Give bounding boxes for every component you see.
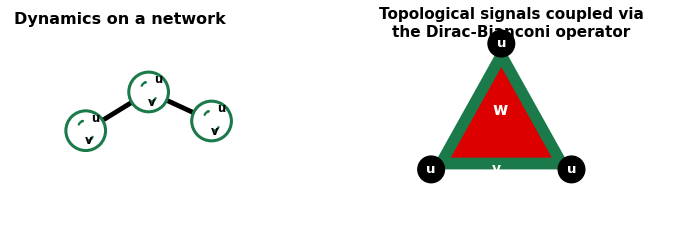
FancyArrowPatch shape	[152, 98, 155, 102]
Polygon shape	[431, 44, 571, 169]
FancyArrowPatch shape	[204, 111, 209, 115]
Polygon shape	[451, 67, 552, 158]
Circle shape	[192, 101, 232, 141]
Text: v: v	[148, 96, 155, 108]
Text: u: u	[567, 163, 576, 176]
Text: v: v	[534, 93, 543, 107]
Circle shape	[418, 156, 444, 183]
Text: Topological signals coupled via
the Dirac-Bianconi operator: Topological signals coupled via the Dira…	[379, 7, 643, 40]
Circle shape	[558, 156, 584, 183]
Text: u: u	[496, 37, 506, 50]
Text: w: w	[492, 101, 508, 119]
Text: v: v	[492, 162, 501, 176]
Circle shape	[66, 111, 106, 151]
Text: v: v	[85, 134, 92, 147]
Circle shape	[129, 72, 169, 112]
Text: Dynamics on a network: Dynamics on a network	[14, 12, 225, 27]
Text: u: u	[217, 102, 225, 115]
Text: v: v	[211, 125, 218, 137]
FancyArrowPatch shape	[215, 127, 218, 131]
Text: u: u	[154, 73, 162, 86]
FancyArrowPatch shape	[89, 137, 92, 140]
Text: u: u	[91, 112, 99, 125]
Text: u: u	[426, 163, 436, 176]
FancyArrowPatch shape	[141, 82, 146, 86]
Circle shape	[488, 30, 514, 57]
FancyArrowPatch shape	[79, 121, 83, 124]
Text: v: v	[439, 93, 448, 107]
